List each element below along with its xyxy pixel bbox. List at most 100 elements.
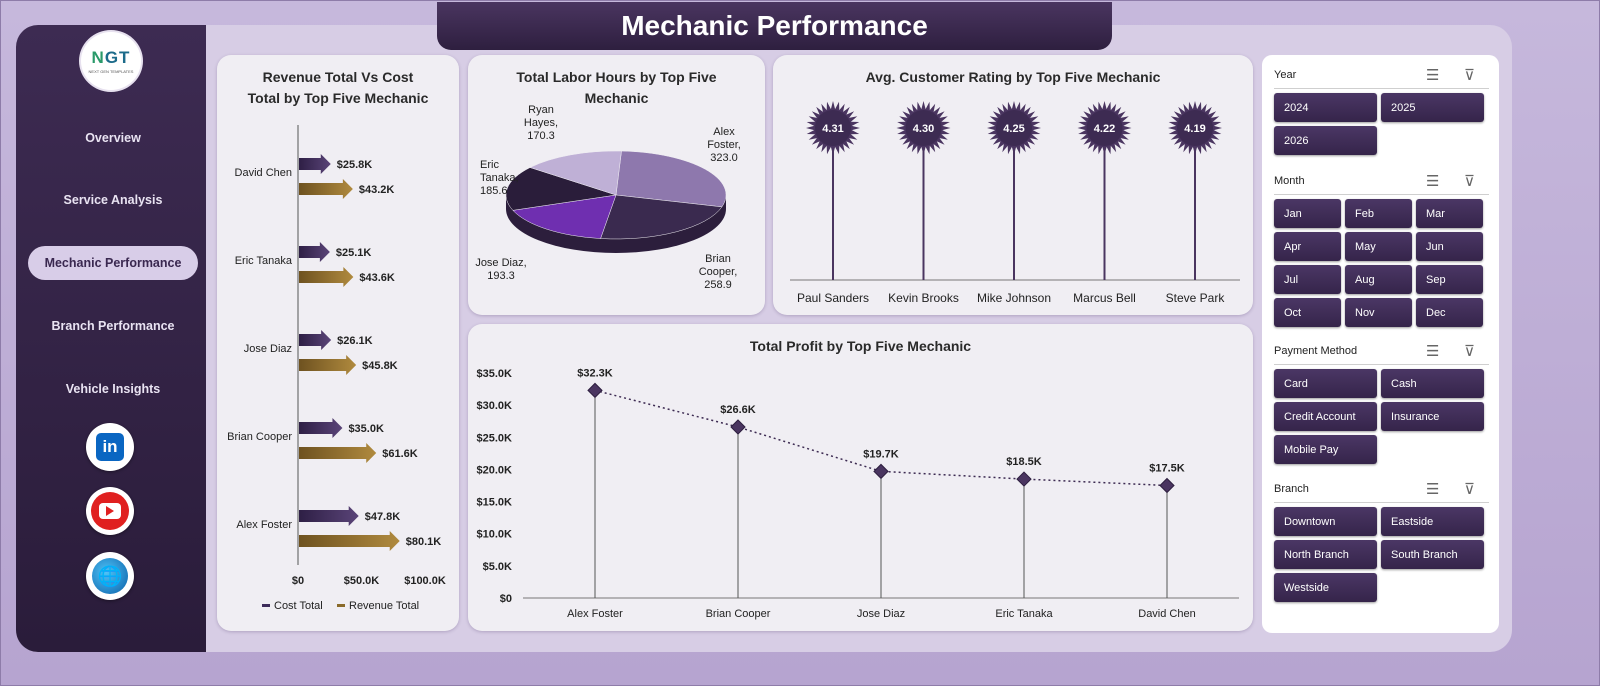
- category-label: Eric Tanaka: [235, 255, 293, 267]
- rating-category-label: Paul Sanders: [797, 291, 869, 305]
- slicer-item-cash[interactable]: Cash: [1381, 369, 1484, 398]
- slicer-item-2024[interactable]: 2024: [1274, 93, 1377, 122]
- slicer-item-sep[interactable]: Sep: [1416, 265, 1483, 294]
- clear-filter-icon[interactable]: ⊽: [1464, 173, 1475, 190]
- nav-overview[interactable]: Overview: [85, 131, 141, 145]
- multi-select-icon[interactable]: ☰: [1426, 343, 1440, 360]
- slicer-item-dec[interactable]: Dec: [1416, 298, 1483, 327]
- profit-category-label: Alex Foster: [567, 608, 623, 620]
- profit-category-label: Eric Tanaka: [995, 608, 1053, 620]
- revenue-bar: [299, 531, 400, 551]
- nav-service-analysis[interactable]: Service Analysis: [63, 193, 163, 207]
- rating-category-label: Mike Johnson: [977, 291, 1051, 305]
- rating-marker-core: [1177, 110, 1213, 146]
- youtube-icon: [91, 492, 129, 530]
- cost-value-label: $26.1K: [337, 335, 373, 347]
- rating-value-label: 4.31: [822, 123, 843, 135]
- profit-value-label: $32.3K: [577, 367, 613, 379]
- slicer-panel: Year ☰ ⊽ 2024 2025 2026 Month ☰ ⊽ Jan Feb Mar Apr May…: [1262, 55, 1499, 633]
- slicer-title: Payment Method: [1274, 345, 1358, 357]
- nav-mechanic-performance[interactable]: Mechanic Performance: [28, 246, 198, 280]
- slicer-item-westside[interactable]: Westside: [1274, 573, 1377, 602]
- slicer-item-2026[interactable]: 2026: [1274, 126, 1377, 155]
- profit-panel: Total Profit by Top Five Mechanic $0 $5.0…: [468, 324, 1253, 631]
- slicer-item-downtown[interactable]: Downtown: [1274, 507, 1377, 536]
- website-button[interactable]: 🌐: [86, 552, 134, 600]
- multi-select-icon[interactable]: ☰: [1426, 481, 1440, 498]
- pie-slice-label: Tanaka,: [480, 172, 519, 184]
- labor-hours-title-line2: Mechanic: [584, 90, 649, 106]
- slicer-item-aug[interactable]: Aug: [1345, 265, 1412, 294]
- slicer-item-jun[interactable]: Jun: [1416, 232, 1483, 261]
- slicer-title: Year: [1274, 69, 1297, 81]
- slicer-item-oct[interactable]: Oct: [1274, 298, 1341, 327]
- linkedin-button[interactable]: in: [86, 423, 134, 471]
- pie-slice-label: Ryan: [528, 104, 554, 116]
- pie-slice-label: Brian: [705, 253, 731, 265]
- revenue-cost-panel: Revenue Total Vs Cost Total by Top Five …: [217, 55, 459, 631]
- clear-filter-icon[interactable]: ⊽: [1464, 343, 1475, 360]
- slicer-item-north-branch[interactable]: North Branch: [1274, 540, 1377, 569]
- legend-cost-swatch: [262, 604, 270, 607]
- y-tick-label: $35.0K: [477, 368, 513, 380]
- y-tick-label: $10.0K: [477, 529, 513, 541]
- cost-value-label: $47.8K: [365, 511, 401, 523]
- pie-slice-label: Foster,: [707, 139, 741, 151]
- slicer-item-may[interactable]: May: [1345, 232, 1412, 261]
- rating-panel: Avg. Customer Rating by Top Five Mechani…: [773, 55, 1253, 315]
- pie-slice-label: Eric: [480, 159, 499, 171]
- rating-marker-core: [996, 110, 1032, 146]
- revenue-cost-title-line2: Total by Top Five Mechanic: [247, 90, 429, 106]
- category-label: Brian Cooper: [227, 431, 292, 443]
- cost-bar: [299, 242, 330, 262]
- slicer-item-insurance[interactable]: Insurance: [1381, 402, 1484, 431]
- slicer-item-card[interactable]: Card: [1274, 369, 1377, 398]
- logo-tagline: NEXT GEN TEMPLATES: [88, 69, 134, 74]
- profit-marker: [1159, 477, 1175, 494]
- pie-slice-label: 193.3: [487, 270, 515, 282]
- legend-revenue-swatch: [337, 604, 345, 607]
- logo-mark: NGT: [91, 48, 131, 67]
- clear-filter-icon[interactable]: ⊽: [1464, 67, 1475, 84]
- slicer-item-mar[interactable]: Mar: [1416, 199, 1483, 228]
- pie-slice-label: Alex: [713, 126, 735, 138]
- rating-marker-core: [1086, 110, 1123, 146]
- profit-value-label: $26.6K: [720, 404, 756, 416]
- clear-filter-icon[interactable]: ⊽: [1464, 481, 1475, 498]
- pie-slice-label: Hayes,: [524, 117, 558, 129]
- nav-vehicle-insights[interactable]: Vehicle Insights: [65, 382, 161, 396]
- slicer-header-payment-method: Payment Method ☰ ⊽: [1274, 343, 1489, 365]
- cost-value-label: $25.8K: [337, 159, 373, 171]
- slicer-item-mobile-pay[interactable]: Mobile Pay: [1274, 435, 1377, 464]
- multi-select-icon[interactable]: ☰: [1426, 67, 1440, 84]
- slicer-item-jan[interactable]: Jan: [1274, 199, 1341, 228]
- youtube-button[interactable]: [86, 487, 134, 535]
- slicer-header-year: Year ☰ ⊽: [1274, 67, 1489, 89]
- nav-branch-performance[interactable]: Branch Performance: [51, 319, 175, 333]
- y-tick-label: $5.0K: [483, 561, 512, 573]
- linkedin-icon: in: [96, 433, 124, 461]
- revenue-cost-chart: David Chen $25.8K $43.2K Eric Tanaka $25.1K $…: [227, 125, 446, 612]
- slicer-item-south-branch[interactable]: South Branch: [1381, 540, 1484, 569]
- revenue-bar: [299, 179, 353, 199]
- slicer-item-credit-account[interactable]: Credit Account: [1274, 402, 1377, 431]
- legend-revenue-label: Revenue Total: [349, 600, 419, 612]
- slicer-item-jul[interactable]: Jul: [1274, 265, 1341, 294]
- profit-category-label: Jose Diaz: [857, 608, 905, 620]
- slicer-item-feb[interactable]: Feb: [1345, 199, 1412, 228]
- profit-category-label: David Chen: [1138, 608, 1195, 620]
- slicer-title: Month: [1274, 175, 1305, 187]
- slicer-item-nov[interactable]: Nov: [1345, 298, 1412, 327]
- category-label: David Chen: [235, 167, 292, 179]
- revenue-bar: [299, 267, 354, 287]
- labor-hours-title-line1: Total Labor Hours by Top Five: [516, 69, 717, 85]
- slicer-item-2025[interactable]: 2025: [1381, 93, 1484, 122]
- revenue-value-label: $80.1K: [406, 536, 442, 548]
- pie-slice-label: Jose Diaz,: [475, 257, 526, 269]
- pie-slice: [512, 194, 617, 239]
- multi-select-icon[interactable]: ☰: [1426, 173, 1440, 190]
- pie-slice-label: 170.3: [527, 130, 555, 142]
- cost-bar: [299, 154, 331, 174]
- slicer-item-eastside[interactable]: Eastside: [1381, 507, 1484, 536]
- slicer-item-apr[interactable]: Apr: [1274, 232, 1341, 261]
